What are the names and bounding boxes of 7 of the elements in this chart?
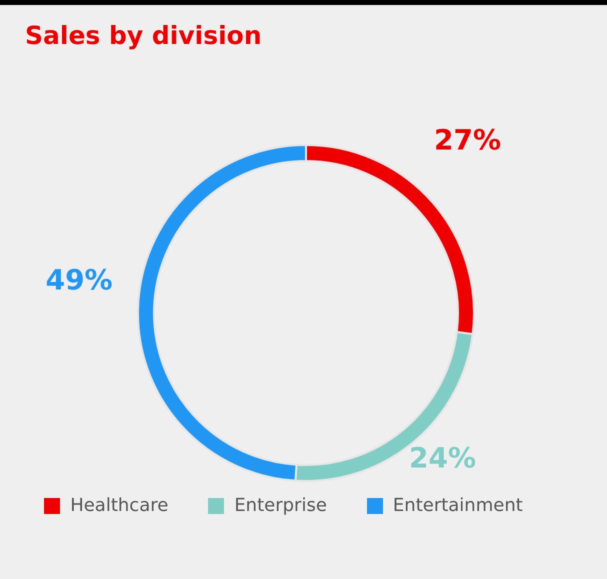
data-label: 24% [408, 442, 476, 475]
chart-title: Sales by division [25, 21, 262, 50]
legend-label: Healthcare [70, 495, 168, 516]
legend-label: Enterprise [234, 495, 327, 516]
data-label: 27% [434, 124, 502, 157]
legend-label: Entertainment [392, 495, 523, 516]
data-label: 49% [46, 264, 113, 297]
